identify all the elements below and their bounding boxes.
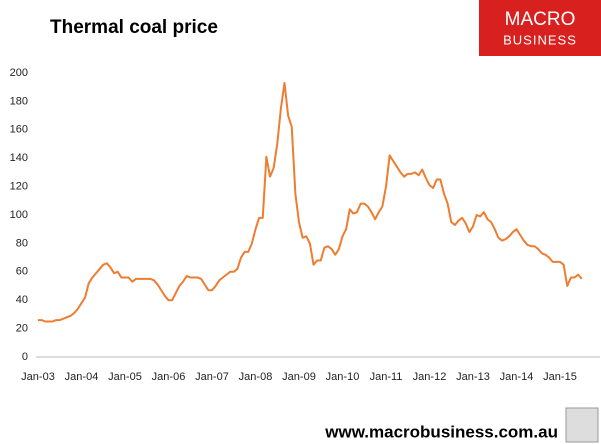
x-tick-label: Jan-07 [195,371,229,383]
x-tick-label: Jan-15 [543,371,577,383]
x-tick-label: Jan-13 [456,371,490,383]
x-tick-label: Jan-08 [239,371,273,383]
y-tick-label: 0 [22,351,28,363]
logo-text: MACRO [505,9,576,30]
y-tick-label: 140 [10,152,28,164]
footer: www.macrobusiness.com.au [324,422,558,441]
x-tick-label: Jan-05 [108,371,142,383]
y-tick-label: 60 [16,266,28,278]
x-tick-label: Jan-14 [500,371,534,383]
y-tick-label: 120 [10,181,28,193]
y-tick-label: 80 [16,237,28,249]
logo-icon [565,407,599,443]
y-tick-label: 160 [10,124,28,136]
x-tick-label: Jan-09 [282,371,316,383]
x-tick-label: Jan-10 [326,371,360,383]
logo-box [479,0,601,56]
logo-text: BUSINESS [503,32,577,47]
data-line [38,81,583,323]
y-tick-label: 180 [10,95,28,107]
x-tick-label: Jan-12 [413,371,447,383]
y-tick-label: 100 [10,209,28,221]
y-tick-label: 40 [16,294,28,306]
y-tick-label: 200 [10,67,28,79]
x-tick-label: Jan-03 [21,371,55,383]
chart-title: Thermal coal price [50,17,218,38]
y-tick-label: 20 [16,323,28,335]
x-tick-label: Jan-06 [152,371,186,383]
x-tick-label: Jan-04 [65,371,99,383]
x-tick-label: Jan-11 [370,371,403,383]
